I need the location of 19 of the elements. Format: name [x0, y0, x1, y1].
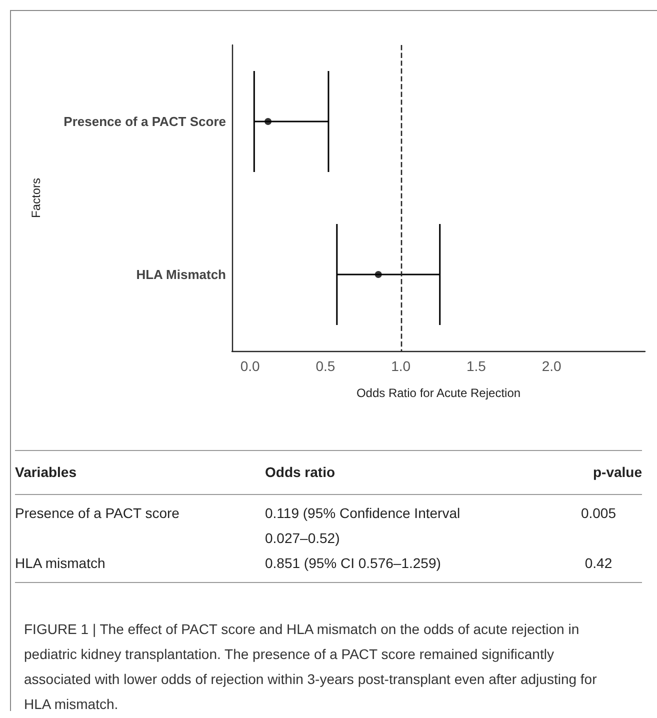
- text: 0.119 (95% Confidence Interval 0.027–0.52): [265, 504, 462, 548]
- text: 0.42: [584, 554, 614, 573]
- x-tick-label: 1.5: [466, 358, 486, 374]
- x-tick-label: 1.0: [391, 358, 411, 374]
- y-axis-title: Factors: [29, 178, 43, 218]
- y-tick-label: HLA Mismatch: [136, 267, 226, 282]
- text: Odds ratio: [265, 463, 336, 482]
- x-axis-title: Odds Ratio for Acute Rejection: [356, 386, 521, 400]
- x-tick-label: 0.5: [316, 358, 336, 374]
- text: Presence of a PACT score: [15, 504, 180, 523]
- text: Variables: [15, 463, 78, 482]
- text: 0.005: [580, 504, 618, 523]
- y-tick-label: Presence of a PACT Score: [64, 114, 226, 129]
- x-tick-label: 0.0: [240, 358, 260, 374]
- caption: FIGURE 1 | The effect of PACT score and HLA mismatch on the odds of acute rejection in pediatric kidney transplantation. The presence of a PACT score remained significantly associated with lower odds of rejection within 3-years post-transplant even after adjusting for HLA mismatch.: [24, 620, 598, 714]
- x-tick-label: 2.0: [542, 358, 562, 374]
- text: p-value: [592, 463, 642, 482]
- text: HLA mismatch: [15, 554, 106, 573]
- text: 0.851 (95% CI 0.576–1.259): [265, 554, 442, 573]
